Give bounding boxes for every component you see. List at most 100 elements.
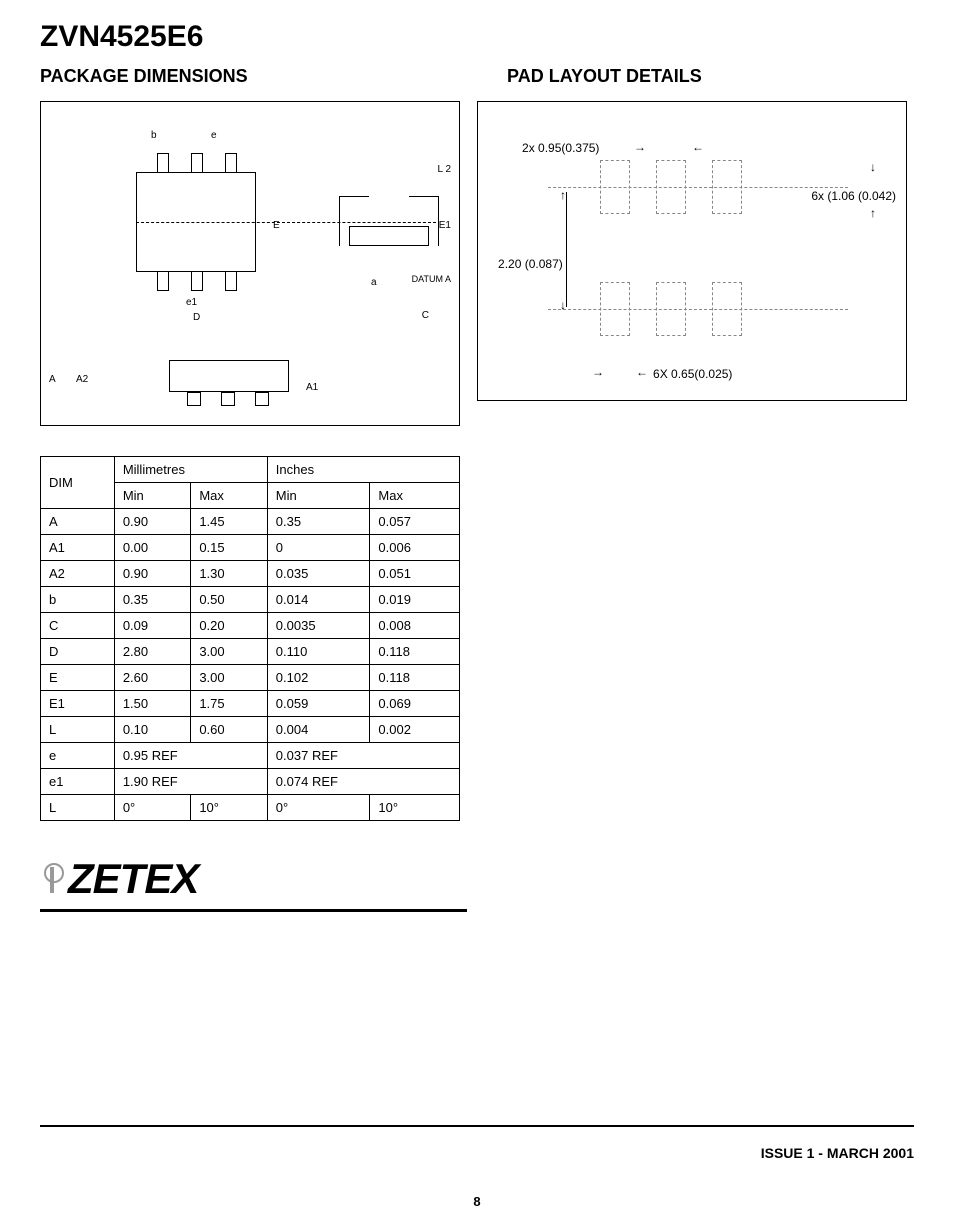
cell-value: 3.00 [191, 665, 267, 691]
cell-value: 2.80 [114, 639, 190, 665]
lead-icon [191, 271, 203, 291]
cell-value: 0.008 [370, 613, 460, 639]
pad-dim-2x: 2x 0.95(0.375) [522, 141, 599, 155]
arrow-up-icon [560, 188, 566, 202]
dim-label-C: C [422, 310, 429, 321]
arrow-down-icon [870, 160, 876, 174]
arrow-down-icon [560, 298, 566, 312]
arrow-up-icon [870, 206, 876, 220]
cell-dim: E [41, 665, 115, 691]
dim-label-D: D [193, 312, 200, 323]
dim-label-A2: A2 [76, 374, 88, 385]
package-dimensions-title: PACKAGE DIMENSIONS [40, 66, 467, 87]
cell-value: 0.90 [114, 561, 190, 587]
dash-line [548, 187, 848, 188]
lead-icon [255, 392, 269, 406]
cell-value: 0.0035 [267, 613, 370, 639]
page-number: 8 [0, 1194, 954, 1209]
table-row: e0.95 REF0.037 REF [41, 743, 460, 769]
table-row: b0.350.500.0140.019 [41, 587, 460, 613]
cell-value: 0.15 [191, 535, 267, 561]
arrow-left-icon [636, 365, 648, 379]
cell-value: 0.069 [370, 691, 460, 717]
zetex-mark-icon [40, 859, 66, 899]
table-row: A10.000.1500.006 [41, 535, 460, 561]
table-row: L0.100.600.0040.002 [41, 717, 460, 743]
footer-rule [40, 1125, 914, 1127]
dim-label-E: E [273, 220, 280, 231]
cell-dim: e [41, 743, 115, 769]
table-row: E2.603.000.1020.118 [41, 665, 460, 691]
cell-value: 0.035 [267, 561, 370, 587]
col-mm-max: Max [191, 483, 267, 509]
cell-value: 0.35 [114, 587, 190, 613]
package-body-icon [349, 226, 429, 246]
table-row: C0.090.200.00350.008 [41, 613, 460, 639]
pad-dim-pitch: 2.20 (0.087) [498, 257, 563, 271]
lead-icon [191, 153, 203, 173]
dim-label-b: b [151, 130, 157, 141]
cell-mm-ref: 1.90 REF [114, 769, 267, 795]
cell-value: 0° [267, 795, 370, 821]
table-row: L0°10°0°10° [41, 795, 460, 821]
cell-dim: A2 [41, 561, 115, 587]
dim-label-L2: L 2 [437, 164, 451, 175]
issue-date: ISSUE 1 - MARCH 2001 [761, 1145, 914, 1161]
right-column: PAD LAYOUT DETAILS 2x 0.95(0.375) 6x (1.… [477, 66, 914, 912]
left-column: PACKAGE DIMENSIONS b e E e1 D [40, 66, 467, 912]
dim-label-e: e [211, 130, 217, 141]
col-in: Inches [267, 457, 459, 483]
lead-icon [157, 271, 169, 291]
cell-dim: L [41, 795, 115, 821]
cell-dim: A [41, 509, 115, 535]
pad-dim-6x-height: 6x (1.06 (0.042) [811, 189, 896, 203]
cell-value: 0.20 [191, 613, 267, 639]
cell-value: 0.002 [370, 717, 460, 743]
dim-label-e1: e1 [186, 297, 197, 308]
col-mm: Millimetres [114, 457, 267, 483]
col-in-max: Max [370, 483, 460, 509]
cell-value: 0.110 [267, 639, 370, 665]
cell-value: 0.60 [191, 717, 267, 743]
cell-value: 0 [267, 535, 370, 561]
cell-value: 10° [191, 795, 267, 821]
cell-value: 0.102 [267, 665, 370, 691]
package-side-view [339, 180, 439, 260]
col-mm-min: Min [114, 483, 190, 509]
cell-value: 0.051 [370, 561, 460, 587]
dim-label-datum: DATUM A [412, 274, 451, 284]
cell-dim: D [41, 639, 115, 665]
cell-in-ref: 0.074 REF [267, 769, 459, 795]
cell-value: 1.50 [114, 691, 190, 717]
lead-icon [225, 153, 237, 173]
logo-underline [40, 909, 467, 912]
cell-dim: A1 [41, 535, 115, 561]
cell-value: 2.60 [114, 665, 190, 691]
pad-dim-6x-width: 6X 0.65(0.025) [653, 367, 732, 381]
dim-label-A1: A1 [306, 382, 318, 393]
cell-value: 10° [370, 795, 460, 821]
part-number: ZVN4525E6 [40, 20, 914, 54]
table-row: D2.803.000.1100.118 [41, 639, 460, 665]
dim-extension-line [566, 192, 567, 307]
arrow-right-icon [592, 365, 604, 379]
cell-dim: e1 [41, 769, 115, 795]
cell-value: 0.004 [267, 717, 370, 743]
cell-value: 0.118 [370, 639, 460, 665]
cell-value: 0.10 [114, 717, 190, 743]
main-columns: PACKAGE DIMENSIONS b e E e1 D [40, 66, 914, 912]
cell-value: 0.09 [114, 613, 190, 639]
col-dim: DIM [41, 457, 115, 509]
package-outline-drawing: b e E e1 D L 2 E1 DATUM A a C A [40, 101, 460, 426]
dash-line [548, 309, 848, 310]
table-header-row: DIM Millimetres Inches [41, 457, 460, 483]
cell-value: 0.118 [370, 665, 460, 691]
table-row: A20.901.300.0350.051 [41, 561, 460, 587]
cell-value: 0.35 [267, 509, 370, 535]
cell-value: 0° [114, 795, 190, 821]
cell-dim: b [41, 587, 115, 613]
lead-icon [157, 153, 169, 173]
cell-value: 0.90 [114, 509, 190, 535]
cell-dim: E1 [41, 691, 115, 717]
dim-label-A: A [49, 374, 56, 385]
